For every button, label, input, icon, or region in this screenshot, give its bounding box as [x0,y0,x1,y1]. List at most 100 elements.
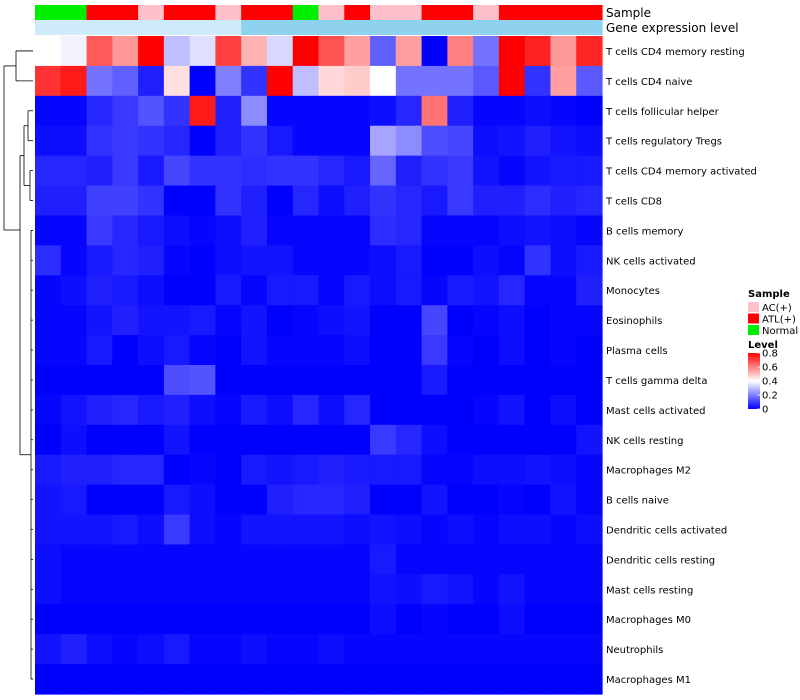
heatmap-cell [370,544,397,575]
heatmap-cell [498,424,526,456]
heatmap-cell [86,36,113,67]
heatmap-cell [60,275,88,306]
heatmap-cell [35,454,62,486]
heatmap-cell [447,305,474,336]
heatmap-cell [86,275,113,306]
heatmap-cell [163,365,191,396]
heatmap-cell [421,544,448,575]
heatmap-cell [241,275,268,306]
heatmap-cell [292,544,320,575]
heatmap-cell [550,125,577,157]
heatmap-cell [266,65,294,97]
heatmap-cell [189,484,217,516]
heatmap-cell [60,604,88,635]
heatmap-cell [86,664,113,695]
heatmap-cell [370,65,397,97]
heatmap-cell [35,125,62,157]
heatmap-cell [112,634,139,665]
heatmap-cell [241,634,268,665]
heatmap-cell [292,394,320,426]
heatmap-cell [576,185,603,217]
row-label: B cells memory [606,226,683,237]
heatmap-cell [344,394,371,426]
heatmap-cell [35,95,62,127]
heatmap-cell [215,574,242,605]
heatmap-cell [524,95,552,127]
heatmap-cell [318,36,345,67]
heatmap-cell [189,155,217,187]
row-label: T cells regulatory Tregs [605,137,722,148]
heatmap-cell [215,125,242,157]
heatmap-cell [421,215,448,246]
gene-expression-annotation-cell [292,20,320,35]
heatmap-cell [163,335,191,366]
heatmap-cell [266,365,294,396]
heatmap-cell [370,664,397,695]
legend-sample-title: Sample [748,289,790,300]
heatmap-cell [189,664,217,695]
heatmap-cell [112,544,139,575]
heatmap-cell [163,454,191,486]
row-label: Dendritic cells resting [606,555,715,566]
heatmap-cell [138,335,165,366]
row-label: Macrophages M0 [606,615,691,626]
heatmap-cell [370,604,397,635]
heatmap-cell [86,544,113,575]
heatmap-cell [241,664,268,695]
sample-annotation-cell [318,5,345,20]
heatmap-cell [138,365,165,396]
heatmap-cell [473,604,500,635]
heatmap-cell [112,484,139,516]
gene-expression-annotation-cell [498,20,526,35]
heatmap-cell [266,484,294,516]
heatmap-cell [35,155,62,187]
heatmap-cell [189,125,217,157]
heatmap-cell [370,185,397,217]
heatmap-cell [498,664,526,695]
heatmap-cell [60,484,88,516]
sample-annotation-cell [86,5,113,20]
heatmap-cell [447,514,474,546]
heatmap-cell [370,365,397,396]
heatmap-cell [138,514,165,546]
heatmap-cell [215,604,242,635]
heatmap-cell [138,95,165,127]
legend-sample-label: AC(+) [762,303,792,314]
heatmap-cell [421,155,448,187]
heatmap-cell [318,454,345,486]
heatmap-cell [576,574,603,605]
heatmap-cell [344,544,371,575]
heatmap-cell [498,155,526,187]
heatmap-cell [395,664,423,695]
heatmap-cell [215,335,242,366]
gene-expression-annotation-cell [163,20,191,35]
heatmap-cell [344,155,371,187]
heatmap-cell [370,335,397,366]
heatmap-cell [318,335,345,366]
legend-level-tick-label: 0.8 [762,349,778,360]
heatmap-cell [292,335,320,366]
gene-expression-annotation-cell [344,20,371,35]
row-label: Neutrophils [606,645,663,656]
heatmap-cell [473,335,500,366]
heatmap-cell [189,275,217,306]
heatmap-cell [395,245,423,276]
heatmap-cell [576,365,603,396]
sample-annotation-label: Sample [606,6,651,20]
heatmap-cell [60,36,88,67]
heatmap-cell [447,484,474,516]
heatmap-cell [550,155,577,187]
heatmap-cell [395,125,423,157]
heatmap-cell [292,185,320,217]
sample-annotation-cell [550,5,577,20]
heatmap-cell [241,185,268,217]
sample-annotation-cell [60,5,88,20]
heatmap-cell [576,514,603,546]
heatmap-cell [112,664,139,695]
heatmap-cell [163,185,191,217]
heatmap-cell [163,125,191,157]
heatmap-cell [215,305,242,336]
heatmap-cell [189,185,217,217]
heatmap-cell [550,275,577,306]
heatmap-cell [35,664,62,695]
